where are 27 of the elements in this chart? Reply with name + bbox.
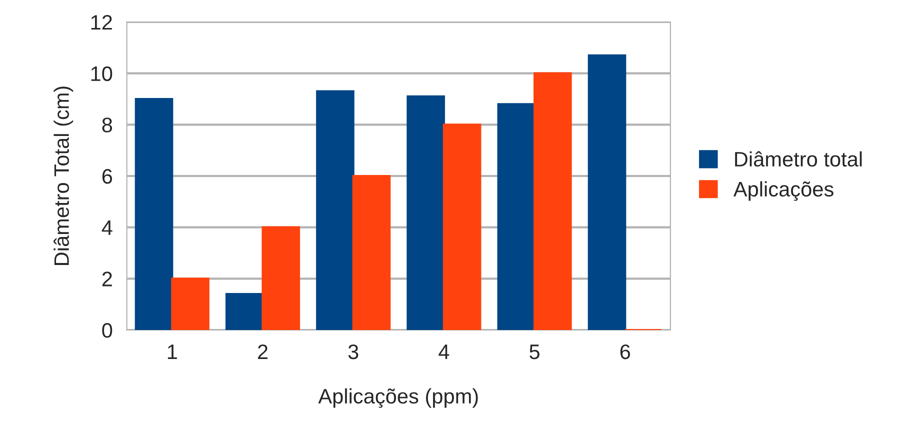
bar xyxy=(225,293,264,330)
y-tick-label: 0 xyxy=(102,323,112,338)
bar xyxy=(262,226,300,330)
x-tick-label: 5 xyxy=(530,344,540,360)
x-tick-label: 1 xyxy=(168,344,177,359)
y-tick-label: 2 xyxy=(102,272,112,286)
x-tick-label: 3 xyxy=(348,344,358,360)
x-axis-title: Aplicações (ppm) xyxy=(318,388,478,408)
x-tick-label: 2 xyxy=(258,344,268,359)
bar xyxy=(588,54,626,330)
bar xyxy=(316,90,354,330)
bar xyxy=(171,278,210,330)
y-tick-label: 12 xyxy=(91,15,112,30)
legend-label: Diâmetro total xyxy=(735,151,862,167)
y-tick-label: 6 xyxy=(102,169,112,184)
bar xyxy=(442,124,482,330)
bar xyxy=(352,174,391,330)
y-tick-label: 8 xyxy=(102,118,112,132)
bar xyxy=(406,95,445,330)
y-tick-label: 10 xyxy=(91,66,112,82)
bar xyxy=(533,72,572,330)
y-tick-label: 4 xyxy=(102,220,112,235)
x-tick-label: 6 xyxy=(620,344,630,360)
x-tick-label: 4 xyxy=(438,344,450,359)
y-axis-title: Diâmetro Total (cm) xyxy=(54,86,74,265)
legend-label: Aplicações xyxy=(733,181,834,201)
bar xyxy=(134,98,174,330)
